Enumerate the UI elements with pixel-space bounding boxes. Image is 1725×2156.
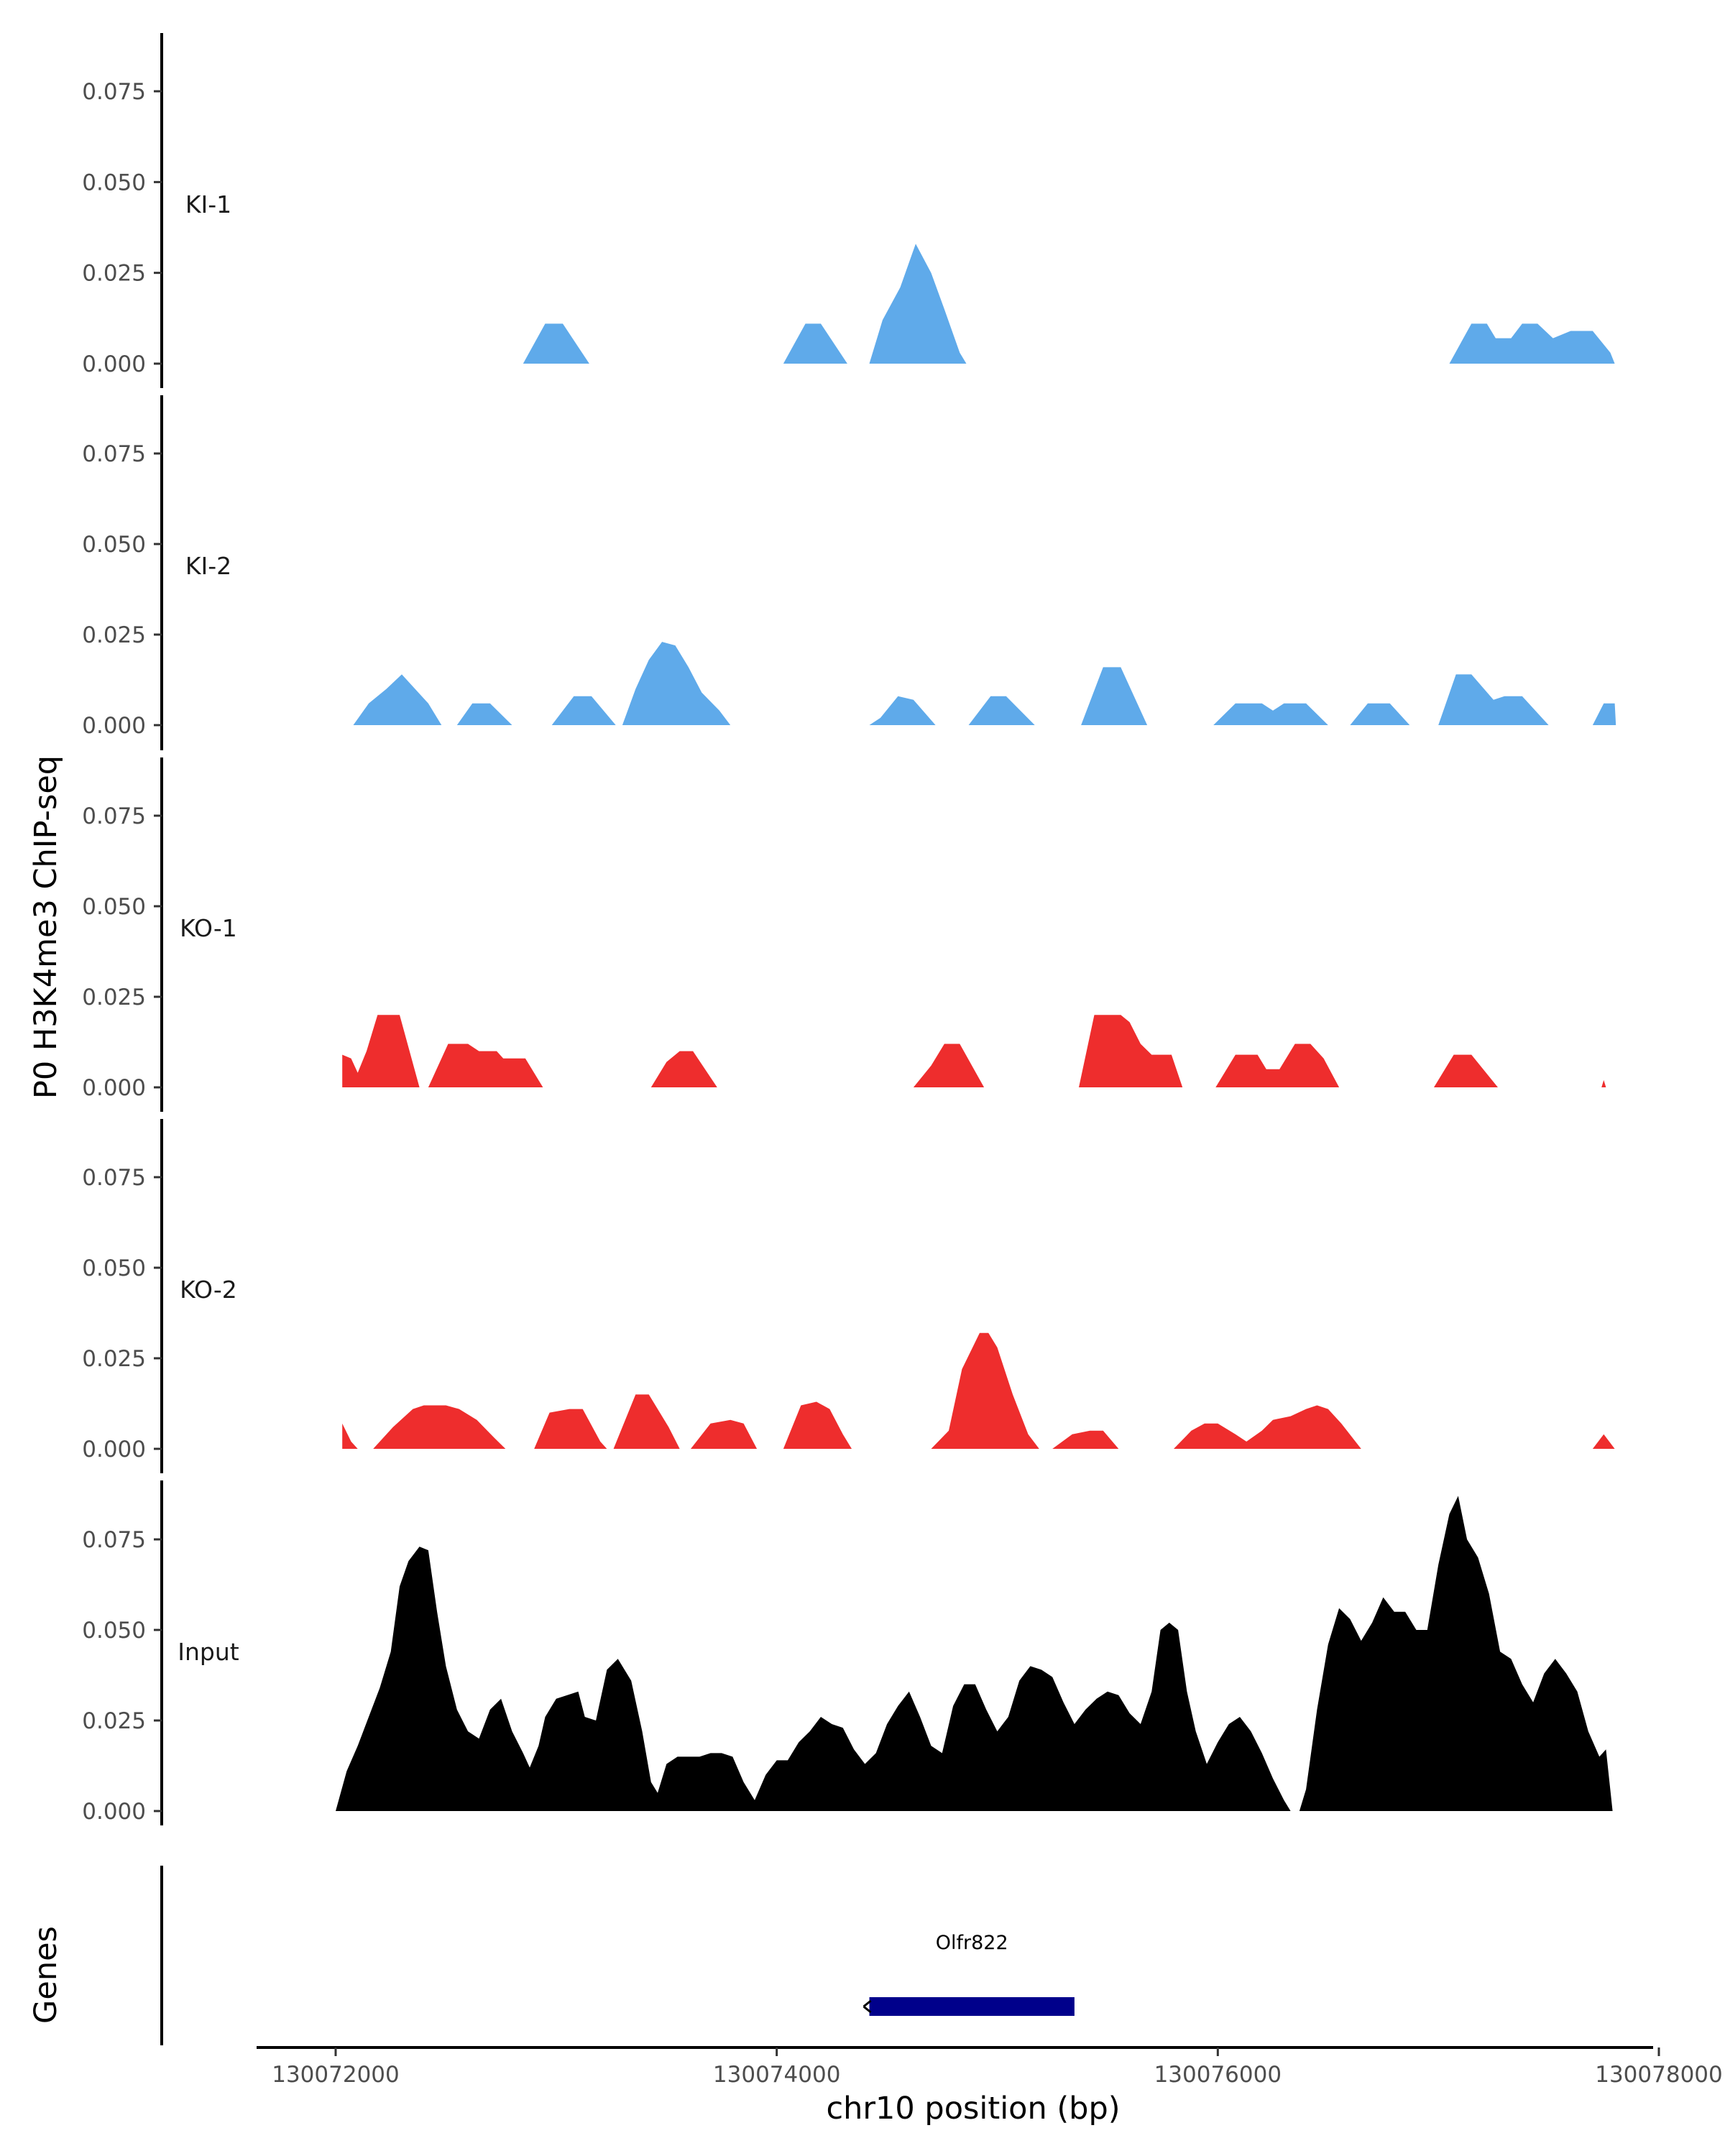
y-tick-label: 0.050 xyxy=(82,532,146,558)
signal-area xyxy=(336,1496,1613,1811)
gene-track: Genes Olfr822 xyxy=(28,1866,1075,2045)
y-tick-label: 0.075 xyxy=(82,441,146,467)
track-ko-1: 0.000 0.025 0.050 0.075 KO-1 xyxy=(82,757,1606,1112)
y-axis-title: P0 H3K4me3 ChIP-seq xyxy=(28,755,64,1099)
y-tick-label: 0.075 xyxy=(82,79,146,105)
track-ki-1: 0.000 0.025 0.050 0.075 KI-1 xyxy=(82,33,1615,388)
x-tick-label: 130072000 xyxy=(272,2062,400,2088)
track-label: KO-2 xyxy=(180,1276,237,1304)
signal-area xyxy=(523,244,1615,364)
y-tick-label: 0.025 xyxy=(82,622,146,648)
y-tick-label: 0.025 xyxy=(82,1708,146,1734)
y-tick-label: 0.075 xyxy=(82,803,146,829)
y-tick-label: 0.050 xyxy=(82,894,146,920)
x-tick-label: 130074000 xyxy=(713,2062,841,2088)
track-input: 0.000 0.025 0.050 0.075 Input xyxy=(82,1480,1613,1825)
track-label: KI-2 xyxy=(185,552,231,580)
x-tick-label: 130076000 xyxy=(1154,2062,1282,2088)
y-tick-label: 0.000 xyxy=(82,1437,146,1462)
y-tick-label: 0.025 xyxy=(82,985,146,1010)
gene-olfr822: Olfr822 xyxy=(862,1932,1075,2016)
signal-area xyxy=(353,642,1616,725)
y-tick-label: 0.025 xyxy=(82,1346,146,1372)
y-tick-label: 0.025 xyxy=(82,261,146,287)
y-tick-label: 0.050 xyxy=(82,1256,146,1281)
y-tick-label: 0.075 xyxy=(82,1165,146,1191)
gene-track-title: Genes xyxy=(28,1926,64,2024)
track-label: Input xyxy=(178,1638,239,1666)
y-tick-label: 0.050 xyxy=(82,170,146,195)
track-label: KO-1 xyxy=(180,914,237,942)
y-tick-label: 0.000 xyxy=(82,713,146,739)
signal-tracks: 0.0000.0250.0500.075KI-10.0000.0250.0500… xyxy=(82,33,1616,1825)
track-ki-2: 0.000 0.025 0.050 0.075 KI-2 xyxy=(82,395,1616,750)
y-tick-label: 0.075 xyxy=(82,1527,146,1553)
strand-arrow xyxy=(862,1999,872,2014)
y-tick-label: 0.000 xyxy=(82,351,146,377)
x-axis-title: chr10 position (bp) xyxy=(826,2091,1120,2127)
gene-label: Olfr822 xyxy=(936,1932,1008,1954)
x-tick-label: 130078000 xyxy=(1595,2062,1723,2088)
signal-area xyxy=(342,1015,1606,1087)
x-axis: 130072000 130074000 130076000 130078000 xyxy=(257,2046,1723,2088)
y-tick-label: 0.050 xyxy=(82,1618,146,1644)
signal-area xyxy=(342,1332,1615,1449)
track-ko-2: 0.000 0.025 0.050 0.075 KO-2 xyxy=(82,1119,1615,1473)
track-label: KI-1 xyxy=(185,190,231,218)
y-tick-label: 0.000 xyxy=(82,1799,146,1825)
y-tick-label: 0.000 xyxy=(82,1075,146,1101)
gene-body xyxy=(869,1997,1075,2016)
